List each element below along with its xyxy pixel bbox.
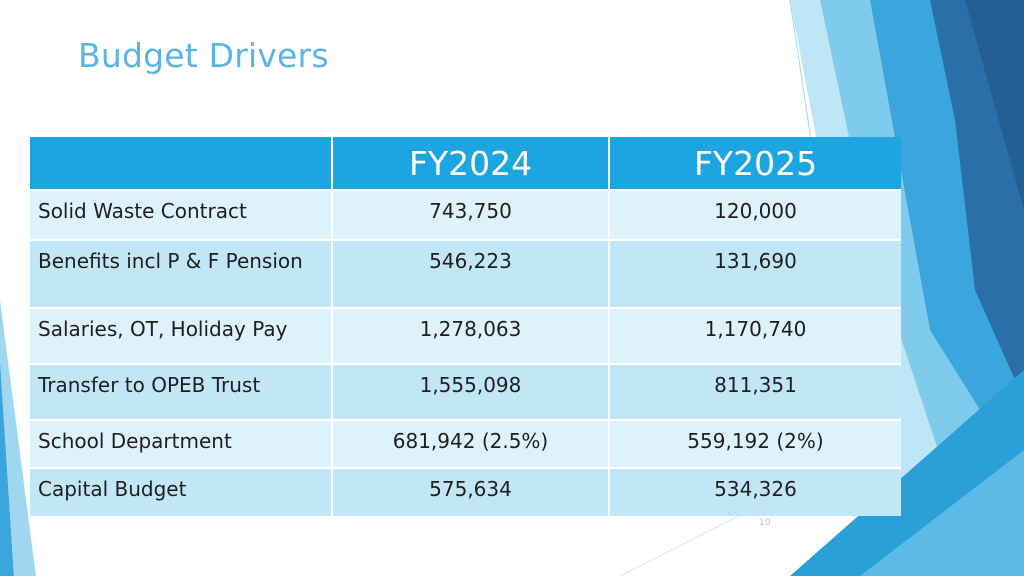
fy2024-value: 1,278,063 [332,307,610,364]
table-row: Salaries, OT, Holiday Pay 1,278,063 1,17… [30,307,901,364]
row-label: Capital Budget [30,467,333,516]
row-label: Solid Waste Contract [30,189,333,240]
fy2024-value: 1,555,098 [332,363,610,420]
fy2024-value: 546,223 [332,239,610,308]
fy2024-value: 681,942 (2.5%) [332,419,610,468]
header-empty [30,137,333,190]
table-row: Solid Waste Contract 743,750 120,000 [30,189,901,240]
fy2025-value: 131,690 [609,239,901,308]
row-label: Transfer to OPEB Trust [30,363,333,420]
page-number: 10 [759,518,771,528]
table-row: School Department 681,942 (2.5%) 559,192… [30,419,901,468]
table-row: Benefits incl P & F Pension 546,223 131,… [30,239,901,308]
deco-dark-facet-2 [965,0,1024,210]
deco-left-sliver-2 [0,300,36,576]
header-fy2025: FY2025 [609,137,901,190]
budget-drivers-table: FY2024 FY2025 Solid Waste Contract 743,7… [30,137,901,516]
table-row: Transfer to OPEB Trust 1,555,098 811,351 [30,363,901,420]
fy2025-value: 1,170,740 [609,307,901,364]
fy2025-value: 811,351 [609,363,901,420]
fy2024-value: 575,634 [332,467,610,516]
table-header-row: FY2024 FY2025 [30,137,901,190]
row-label: School Department [30,419,333,468]
table-row: Capital Budget 575,634 534,326 [30,467,901,516]
row-label: Salaries, OT, Holiday Pay [30,307,333,364]
fy2025-value: 534,326 [609,467,901,516]
header-fy2024: FY2024 [332,137,610,190]
deco-bottom-light-facet [860,450,1024,576]
slide-title: Budget Drivers [78,36,329,75]
fy2024-value: 743,750 [332,189,610,240]
row-label: Benefits incl P & F Pension [30,239,333,308]
fy2025-value: 559,192 (2%) [609,419,901,468]
fy2025-value: 120,000 [609,189,901,240]
